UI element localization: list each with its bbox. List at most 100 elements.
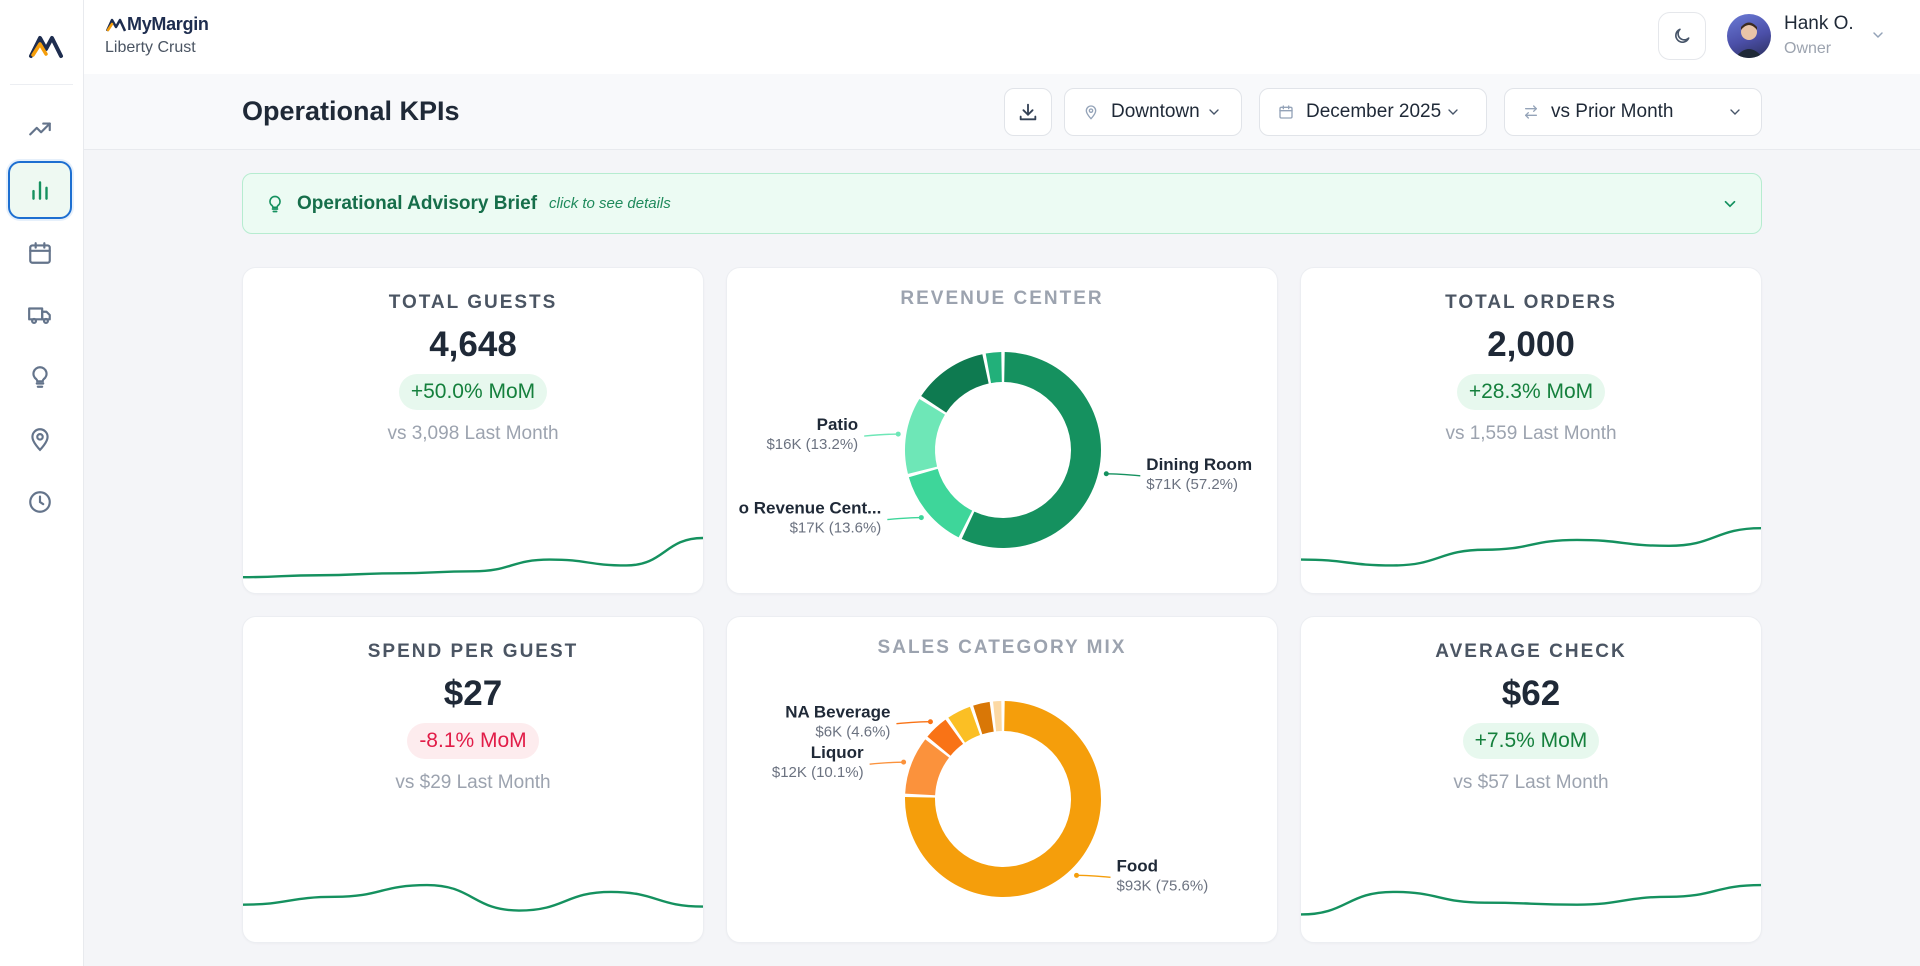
avatar[interactable] [1727, 14, 1771, 58]
donut-slice[interactable] [973, 701, 994, 735]
chevron-down-icon [1724, 200, 1736, 207]
kpi-card-total-guests: TOTAL GUESTS 4,648 +50.0% MoM vs 3,098 L… [242, 267, 704, 594]
period-value: December 2025 [1306, 101, 1442, 122]
kpi-value: $27 [443, 674, 503, 713]
brand-name: MyMargin [127, 14, 209, 34]
swap-icon [1525, 105, 1537, 119]
slice-value: $12K (10.1%) [772, 764, 864, 781]
calendar-icon [29, 242, 51, 264]
kpi-change-badge: -8.1% MoM [407, 723, 539, 759]
compare-select[interactable]: vs Prior Month [1504, 88, 1762, 136]
leader-line [864, 433, 899, 437]
slice-label: Liquor [811, 743, 864, 762]
kpi-card-average-check: AVERAGE CHECK $62 +7.5% MoM vs $57 Last … [1300, 616, 1762, 943]
slice-label: o Revenue Cent... [739, 499, 882, 518]
sparkline-total-guests [243, 536, 703, 579]
chart-title: REVENUE CENTER [900, 288, 1104, 309]
kpi-change-badge: +28.3% MoM [1456, 374, 1606, 410]
kpi-card-spend-per-guest: SPEND PER GUEST $27 -8.1% MoM vs $29 Las… [242, 616, 704, 943]
advisory-brief-toggle[interactable]: Operational Advisory Brief click to see … [242, 173, 1762, 234]
leader-dot [1103, 471, 1109, 477]
sparkline-path [243, 536, 703, 579]
brand[interactable]: MyMargin Liberty Crust [105, 14, 209, 57]
sidebar-item-calendar[interactable] [8, 224, 72, 282]
kpi-compare: vs 1,559 Last Month [1445, 423, 1617, 444]
app-logo-icon[interactable] [28, 30, 64, 60]
donut-slice[interactable] [905, 701, 1101, 897]
map-pin-icon [31, 428, 49, 452]
location-select[interactable]: Downtown [1064, 88, 1242, 136]
sparkline-total-orders [1301, 527, 1761, 567]
sparkline-average-check [1301, 883, 1761, 916]
revenue-center-donut: Dining Room $71K (57.2%) o Revenue Cent...… [739, 352, 1252, 548]
leader-dot [901, 759, 907, 765]
lightbulb-icon [269, 195, 281, 212]
chevron-down-icon [1730, 109, 1740, 115]
calendar-icon [1279, 105, 1293, 119]
slice-label: Patio [817, 415, 859, 434]
donut-slice[interactable] [908, 468, 973, 538]
slice-label: Food [1117, 856, 1159, 875]
slice-value: $6K (4.6%) [815, 724, 890, 741]
donut-slice[interactable] [921, 354, 989, 413]
leader-line [869, 761, 904, 765]
page-toolbar: Operational KPIs Downtown December 2025 … [84, 74, 1920, 150]
leader-dot [927, 719, 933, 725]
page-title: Operational KPIs [242, 96, 460, 126]
donut-slice[interactable] [985, 352, 1002, 384]
sparkline-path [1301, 883, 1761, 916]
sparkline-path [1301, 527, 1761, 567]
leader-dot [1074, 872, 1080, 878]
top-header: MyMargin Liberty Crust Hank O. Owner [84, 0, 1920, 74]
sidebar-divider [10, 84, 73, 85]
donut-slice[interactable] [927, 719, 964, 756]
user-name[interactable]: Hank O. [1784, 13, 1854, 34]
period-select[interactable]: December 2025 [1259, 88, 1487, 136]
sidebar-item-trends[interactable] [8, 100, 72, 158]
theme-toggle-button[interactable] [1658, 12, 1706, 60]
chevron-down-icon [1448, 109, 1458, 115]
kpi-card-total-orders: TOTAL ORDERS 2,000 +28.3% MoM vs 1,559 L… [1300, 267, 1762, 594]
kpi-value: 2,000 [1487, 325, 1575, 364]
trending-up-icon [29, 122, 51, 136]
chart-title: SALES CATEGORY MIX [877, 637, 1127, 658]
donut-slice[interactable] [905, 739, 950, 796]
download-button[interactable] [1004, 88, 1052, 136]
compare-value: vs Prior Month [1551, 101, 1674, 122]
kpi-change-badge: +50.0% MoM [398, 374, 548, 410]
donut-slice[interactable] [905, 398, 945, 474]
donut-slice[interactable] [993, 701, 1002, 732]
slice-label: Dining Room [1146, 455, 1252, 474]
moon-icon [1675, 28, 1690, 43]
advisory-hint: click to see details [549, 195, 671, 212]
user-role: Owner [1784, 40, 1832, 57]
sparkline-spend-per-guest [243, 883, 703, 912]
lightbulb-icon [32, 366, 48, 388]
sidebar-item-delivery[interactable] [8, 286, 72, 344]
sparkline-path [243, 883, 703, 912]
sidebar-item-history[interactable] [8, 473, 72, 531]
leader-line [1106, 473, 1141, 477]
kpi-change-badge: +7.5% MoM [1462, 723, 1600, 759]
clock-icon [29, 491, 51, 513]
sales-category-mix-card: SALES CATEGORY MIX Food $93K (75.6%) Liquo… [726, 616, 1278, 943]
advisory-title: Operational Advisory Brief [297, 192, 538, 214]
donut-slice[interactable] [948, 706, 981, 743]
sidebar-item-insights[interactable] [8, 348, 72, 406]
slice-value: $71K (57.2%) [1146, 476, 1238, 493]
slice-value: $17K (13.6%) [790, 520, 882, 537]
brand-mark-icon [106, 18, 126, 32]
donut-slice[interactable] [961, 352, 1101, 548]
sidebar-item-locations[interactable] [8, 410, 72, 468]
slice-value: $93K (75.6%) [1117, 877, 1209, 894]
sidebar-item-kpis[interactable] [8, 161, 72, 219]
revenue-center-card: REVENUE CENTER Dining Room $71K (57.2%) o … [726, 267, 1278, 594]
kpi-title: TOTAL ORDERS [1445, 292, 1617, 313]
chevron-down-icon[interactable] [1870, 27, 1886, 43]
map-pin-icon [1085, 105, 1097, 120]
bar-chart-icon [32, 181, 48, 200]
kpi-compare: vs $57 Last Month [1453, 772, 1609, 793]
kpi-title: AVERAGE CHECK [1435, 641, 1627, 662]
leader-line [887, 516, 922, 521]
kpi-title: SPEND PER GUEST [367, 641, 579, 662]
